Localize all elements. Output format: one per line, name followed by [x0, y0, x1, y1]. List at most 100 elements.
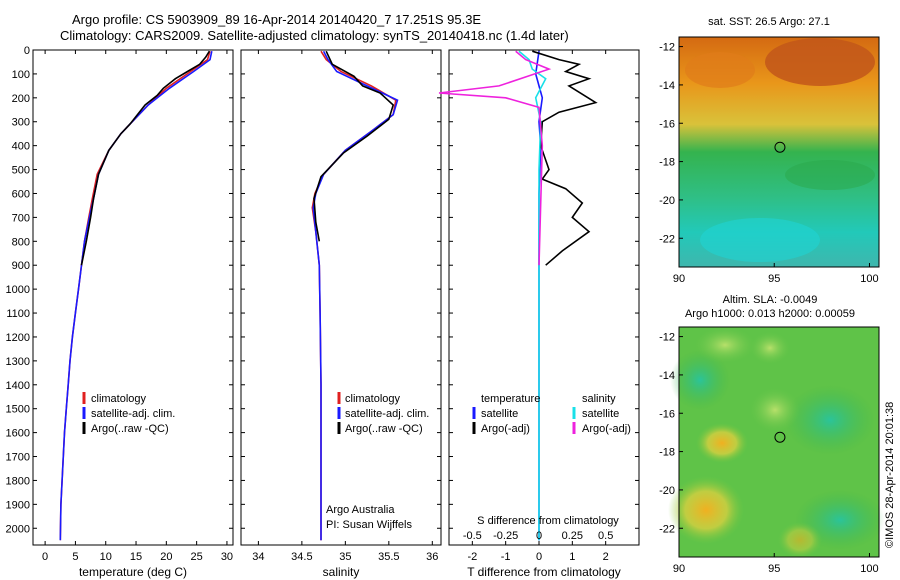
sla-map-subtitle: Argo h1000: 0.013 h2000: 0.00059: [685, 308, 855, 320]
y-tick-label: 400: [12, 141, 30, 153]
argo-annotation-line1: Argo Australia: [326, 504, 395, 516]
legend-label-s-argo: Argo(-adj): [582, 423, 631, 435]
y-tick-label: 800: [12, 236, 30, 248]
x-tick-label: 30: [221, 551, 233, 563]
sla-map-axes: 90 95 100 -12 -14 -16 -18 -20 -22: [659, 332, 879, 575]
map-y-tick-label: -22: [659, 233, 675, 245]
difference-plot: -2 -1 0 1 2 -0.5 -0.25 0 0.25 0.5: [438, 49, 639, 563]
figure-title-line2: Climatology: CARS2009. Satellite-adjuste…: [60, 28, 569, 43]
legend-label-s-satellite: satellite: [582, 408, 619, 420]
y-tick-label: 1500: [6, 404, 30, 416]
y-tick-label: 200: [12, 93, 30, 105]
y-tick-label: 1100: [6, 308, 30, 320]
sla-low-patch: [785, 385, 875, 455]
sst-warm-patch: [765, 38, 875, 86]
x-tick-label: 10: [100, 551, 112, 563]
map-y-tick-label: -14: [659, 370, 675, 382]
map-y-tick-label: -18: [659, 157, 675, 169]
map-x-tick-label: 90: [673, 273, 685, 285]
x-tick-label: 36: [426, 551, 438, 563]
temperature-legend: climatology satellite-adj. clim. Argo(..…: [82, 392, 175, 435]
s-tick-label: 0: [536, 530, 542, 542]
legend-label-t-argo: Argo(-adj): [481, 423, 530, 435]
legend-label-satellite: satellite-adj. clim.: [91, 408, 175, 420]
x-tick-label: 20: [160, 551, 172, 563]
y-tick-label: 1000: [6, 284, 30, 296]
s-tick-label: 0.25: [562, 530, 583, 542]
sla-high-patch: [696, 423, 748, 463]
y-tick-label: 1700: [6, 452, 30, 464]
legend-label-climatology: climatology: [91, 393, 147, 405]
argo-location-marker: [774, 431, 786, 443]
map-y-tick-label: -18: [659, 447, 675, 459]
legend-label-argo: Argo(..raw -QC): [345, 423, 423, 435]
temperature-panel-frame: [32, 49, 234, 546]
difference-legend: temperature salinity satellite Argo(-adj…: [472, 393, 631, 435]
x-tick-label: -2: [467, 551, 477, 563]
series-line-s-argo-adj-: [438, 50, 552, 266]
y-tick-label: 700: [12, 212, 30, 224]
map-y-tick-label: -12: [659, 42, 675, 54]
argo-location-marker: [774, 141, 786, 153]
copyright-stamp: ©IMOS 28-Apr-2014 20:01:38: [884, 401, 896, 548]
map-x-tick-label: 90: [673, 563, 685, 575]
legend-label-climatology: climatology: [345, 393, 401, 405]
x-tick-label: -1: [501, 551, 511, 563]
x-tick-label: 0: [536, 551, 542, 563]
y-tick-label: 300: [12, 117, 30, 129]
legend-header-temperature: temperature: [481, 393, 540, 405]
sla-low-patch: [670, 350, 730, 410]
figure-title-line1: Argo profile: CS 5903909_89 16-Apr-2014 …: [72, 12, 482, 27]
difference-xlabel-top: S difference from climatology: [477, 515, 619, 527]
sla-map-title: Altim. SLA: -0.0049: [723, 294, 818, 306]
legend-label-argo: Argo(..raw -QC): [91, 423, 169, 435]
difference-panel-frame: [448, 49, 640, 546]
sla-high-patch: [668, 476, 744, 544]
y-tick-label: 1900: [6, 499, 30, 511]
s-tick-label: -0.5: [463, 530, 482, 542]
sla-pale-patch: [750, 388, 800, 432]
x-tick-label: 35.5: [378, 551, 399, 563]
sla-map-frame: [678, 326, 880, 558]
y-tick-label: 500: [12, 165, 30, 177]
x-tick-label: 5: [72, 551, 78, 563]
x-tick-label: 25: [191, 551, 203, 563]
y-tick-label: 0: [24, 45, 30, 57]
s-tick-label: 0.5: [598, 530, 613, 542]
legend-header-salinity: salinity: [582, 393, 616, 405]
salinity-xlabel: salinity: [323, 565, 360, 579]
series-line-argo-raw-qc-: [313, 50, 395, 242]
difference-xlabel: T difference from climatology: [467, 565, 621, 579]
map-y-tick-label: -20: [659, 485, 675, 497]
map-y-tick-label: -16: [659, 408, 675, 420]
sst-map-frame: [678, 36, 880, 268]
sst-green-patch: [785, 160, 875, 190]
sst-warm-patch: [685, 52, 755, 88]
map-x-tick-label: 100: [860, 273, 878, 285]
legend-label-satellite: satellite-adj. clim.: [345, 408, 429, 420]
x-tick-label: 2: [603, 551, 609, 563]
map-y-tick-label: -16: [659, 118, 675, 130]
sst-map-axes: 90 95 100 -12 -14 -16 -18 -20 -22: [659, 42, 879, 285]
y-tick-label: 1600: [6, 428, 30, 440]
x-tick-label: 0: [42, 551, 48, 563]
y-tick-label: 100: [12, 69, 30, 81]
sla-pale-patch: [695, 327, 755, 363]
map-y-tick-label: -22: [659, 523, 675, 535]
s-tick-label: -0.25: [493, 530, 518, 542]
map-y-tick-label: -20: [659, 195, 675, 207]
sla-pale-patch: [750, 332, 790, 364]
map-y-tick-label: -12: [659, 332, 675, 344]
salinity-plot: 34 34.5 35 35.5 36: [241, 49, 441, 563]
series-line-satellite-adj-clim-: [59, 51, 213, 541]
x-tick-label: 34.5: [291, 551, 312, 563]
y-tick-label: 1200: [6, 332, 30, 344]
y-tick-label: 600: [12, 188, 30, 200]
x-tick-label: 34: [252, 551, 264, 563]
series-line-argo-raw-qc-: [80, 50, 211, 266]
sst-map-title: sat. SST: 26.5 Argo: 27.1: [708, 16, 830, 28]
y-tick-label: 900: [12, 260, 30, 272]
temperature-plot: 0 5 10 15 20 25 300100200300400500600700800900…: [6, 45, 234, 563]
map-y-tick-label: -14: [659, 80, 675, 92]
